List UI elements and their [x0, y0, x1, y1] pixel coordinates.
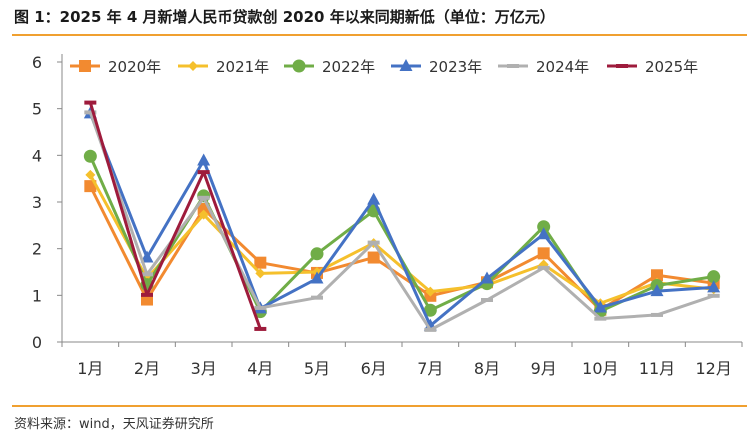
data-point	[255, 268, 266, 279]
data-point	[481, 298, 493, 302]
data-point	[651, 312, 663, 317]
data-point	[367, 251, 380, 264]
data-point	[197, 170, 210, 175]
data-point	[707, 293, 720, 298]
legend-swatch-marker	[507, 64, 519, 68]
legend-label: 2020年	[108, 58, 161, 76]
x-tick-label: 1月	[77, 359, 103, 378]
data-point	[651, 269, 663, 282]
chart-axes: 0 1 2 3 4 5 6 1月 2月 3月 4月 5月 6月 7月 8月 9月 10月 11月 12月	[32, 53, 743, 378]
line-chart: 0 1 2 3 4 5 6 1月 2月 3月 4月 5月 6月 7月 8月 9月 10月 11月 12月 2020年…	[32, 53, 743, 378]
y-tick-label: 1	[32, 286, 42, 305]
data-point	[310, 271, 324, 284]
data-point	[594, 316, 607, 321]
series-2023年	[83, 106, 721, 331]
x-tick-label: 7月	[417, 359, 443, 378]
x-tick-label: 4月	[247, 359, 273, 378]
data-point	[254, 326, 267, 331]
series-line	[88, 173, 716, 305]
legend-label: 2021年	[216, 58, 269, 76]
data-point	[367, 192, 381, 205]
data-point	[650, 284, 664, 297]
legend-swatch-marker	[399, 59, 413, 71]
x-tick-label: 2月	[134, 359, 160, 378]
data-point	[85, 169, 96, 180]
x-tick-label: 12月	[695, 359, 731, 378]
title-rule	[12, 34, 747, 36]
x-tick-label: 10月	[582, 359, 618, 378]
data-point	[423, 303, 437, 317]
y-tick-label: 5	[32, 100, 42, 119]
legend-item: 2021年	[178, 58, 269, 76]
data-point	[311, 295, 323, 300]
series-line	[88, 184, 716, 312]
x-tick-label: 8月	[474, 359, 500, 378]
data-point	[707, 280, 721, 293]
y-tick-label: 0	[32, 333, 42, 352]
x-tick-label: 3月	[191, 359, 217, 378]
data-point	[480, 271, 494, 284]
legend-label: 2025年	[645, 58, 698, 76]
data-point	[254, 256, 267, 269]
series-line	[88, 101, 262, 331]
legend-label: 2023年	[429, 58, 482, 76]
legend-item: 2024年	[498, 58, 589, 76]
data-point	[84, 100, 97, 105]
data-point	[83, 149, 97, 163]
source-rule	[12, 405, 747, 407]
legend-label: 2022年	[322, 58, 375, 76]
source-note: 资料来源：wind，天风证券研究所	[14, 417, 214, 432]
data-point	[367, 240, 380, 245]
x-tick-label: 9月	[531, 359, 557, 378]
data-point	[537, 227, 551, 240]
data-point	[593, 300, 607, 313]
series-2025年	[84, 100, 267, 331]
x-tick-label: 5月	[304, 359, 330, 378]
data-point	[310, 247, 324, 261]
data-point	[198, 209, 209, 220]
series-line	[88, 111, 716, 328]
legend-item: 2022年	[284, 58, 375, 76]
series-line	[88, 110, 716, 332]
legend-item: 2025年	[607, 58, 698, 76]
chart-series	[83, 100, 721, 332]
series-2024年	[84, 110, 720, 332]
legend-label: 2024年	[536, 58, 589, 76]
data-point	[254, 305, 267, 310]
legend-item: 2023年	[391, 58, 482, 76]
legend-swatch-marker	[79, 60, 91, 72]
legend-swatch-marker	[292, 59, 306, 73]
data-point	[707, 270, 721, 284]
data-point	[537, 265, 550, 270]
y-tick-label: 4	[32, 146, 42, 165]
y-tick-label: 2	[32, 240, 42, 259]
data-point	[197, 195, 210, 200]
y-tick-label: 6	[32, 53, 42, 72]
data-point	[141, 292, 153, 297]
data-point	[424, 327, 437, 332]
data-point	[537, 220, 551, 234]
legend-item: 2020年	[70, 58, 161, 76]
y-tick-label: 3	[32, 193, 42, 212]
data-point	[84, 110, 97, 115]
data-point	[425, 286, 436, 297]
chart-legend: 2020年 2021年 2022年 2023年 2024年 2025年	[70, 58, 698, 76]
figure-title: 图 1：2025 年 4 月新增人民币贷款创 2020 年以来同期新低（单位：万…	[14, 8, 555, 26]
x-tick-label: 6月	[361, 359, 387, 378]
data-point	[197, 153, 211, 166]
legend-swatch-marker	[616, 64, 628, 68]
x-tick-label: 11月	[639, 359, 675, 378]
data-point	[140, 250, 154, 263]
data-point	[537, 247, 550, 260]
data-point	[141, 272, 153, 277]
legend-swatch-marker	[188, 61, 198, 71]
